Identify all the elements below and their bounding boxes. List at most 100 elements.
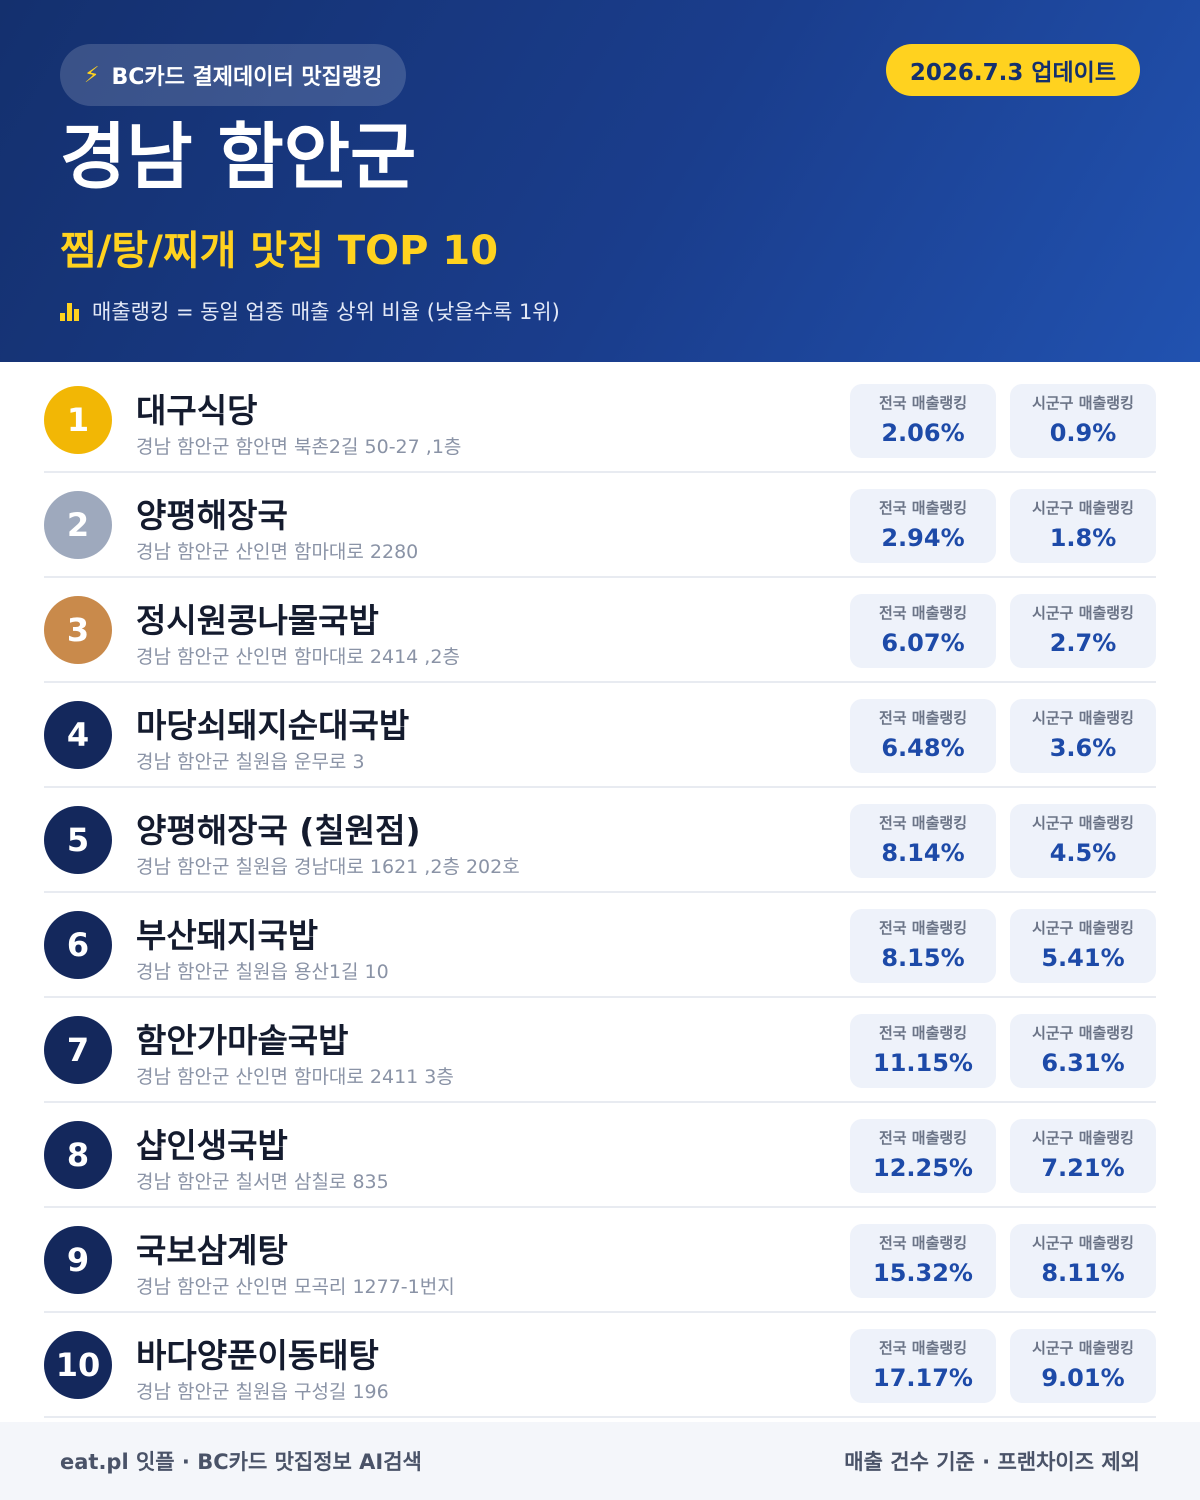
footer-criteria: 매출 건수 기준 · 프랜차이즈 제외 bbox=[844, 1450, 1140, 1474]
national-ranking-box: 전국 매출랭킹 6.48% bbox=[850, 699, 996, 773]
local-ranking-label: 시군구 매출랭킹 bbox=[1032, 1339, 1134, 1357]
local-ranking-box: 시군구 매출랭킹 6.31% bbox=[1010, 1014, 1156, 1088]
rank-badge: 6 bbox=[44, 911, 112, 979]
national-ranking-box: 전국 매출랭킹 11.15% bbox=[850, 1014, 996, 1088]
national-ranking-box: 전국 매출랭킹 17.17% bbox=[850, 1329, 996, 1403]
list-item[interactable]: 8 샵인생국밥 경남 함안군 칠서면 삼칠로 835 전국 매출랭킹 12.25% 시군구… bbox=[44, 1103, 1156, 1208]
restaurant-list: 1 대구식당 경남 함안군 함안면 북촌2길 50-27 ,1층 전국 매출랭킹 2.0… bbox=[44, 368, 1156, 1418]
rank-badge: 9 bbox=[44, 1226, 112, 1294]
brand-label: BC카드 결제데이터 맛집랭킹 bbox=[111, 65, 383, 90]
restaurant-address: 경남 함안군 산인면 함마대로 2411 3층 bbox=[136, 1066, 454, 1088]
national-ranking-value: 8.14% bbox=[881, 839, 965, 867]
local-ranking-value: 5.41% bbox=[1041, 944, 1125, 972]
restaurant-name: 함안가마솥국밥 bbox=[136, 1021, 349, 1060]
local-ranking-value: 3.6% bbox=[1049, 734, 1117, 762]
rank-badge: 4 bbox=[44, 701, 112, 769]
list-item[interactable]: 5 양평해장국 (칠원점) 경남 함안군 칠원읍 경남대로 1621 ,2층 202… bbox=[44, 788, 1156, 893]
update-date-badge: 2026.7.3 업데이트 bbox=[885, 44, 1140, 96]
local-ranking-label: 시군구 매출랭킹 bbox=[1032, 709, 1134, 727]
list-item[interactable]: 4 마당쇠돼지순대국밥 경남 함안군 칠원읍 운무로 3 전국 매출랭킹 6.48% 시군… bbox=[44, 683, 1156, 788]
national-ranking-label: 전국 매출랭킹 bbox=[878, 1129, 968, 1147]
restaurant-address: 경남 함안군 산인면 함마대로 2280 bbox=[136, 541, 419, 563]
restaurant-name: 부산돼지국밥 bbox=[136, 916, 319, 955]
rank-badge: 2 bbox=[44, 491, 112, 559]
rank-badge: 10 bbox=[44, 1331, 112, 1399]
rank-badge: 3 bbox=[44, 596, 112, 664]
local-ranking-label: 시군구 매출랭킹 bbox=[1032, 604, 1134, 622]
restaurant-name: 양평해장국 bbox=[136, 496, 288, 535]
national-ranking-box: 전국 매출랭킹 2.94% bbox=[850, 489, 996, 563]
footer: eat.pl 잇플 · BC카드 맛집정보 AI검색 매출 건수 기준 · 프랜… bbox=[0, 1422, 1200, 1500]
local-ranking-value: 7.21% bbox=[1041, 1154, 1125, 1182]
local-ranking-label: 시군구 매출랭킹 bbox=[1032, 919, 1134, 937]
brand-badge: ⚡ BC카드 결제데이터 맛집랭킹 bbox=[60, 44, 407, 106]
national-ranking-box: 전국 매출랭킹 8.15% bbox=[850, 909, 996, 983]
local-ranking-label: 시군구 매출랭킹 bbox=[1032, 814, 1134, 832]
national-ranking-value: 17.17% bbox=[873, 1364, 973, 1392]
restaurant-name: 바다양푼이동태탕 bbox=[136, 1336, 379, 1375]
restaurant-name: 정시원콩나물국밥 bbox=[136, 601, 379, 640]
restaurant-address: 경남 함안군 칠원읍 구성길 196 bbox=[136, 1381, 389, 1403]
restaurant-address: 경남 함안군 산인면 함마대로 2414 ,2층 bbox=[136, 646, 460, 668]
national-ranking-box: 전국 매출랭킹 2.06% bbox=[850, 384, 996, 458]
local-ranking-box: 시군구 매출랭킹 7.21% bbox=[1010, 1119, 1156, 1193]
local-ranking-value: 6.31% bbox=[1041, 1049, 1125, 1077]
restaurant-address: 경남 함안군 산인면 모곡리 1277-1번지 bbox=[136, 1276, 455, 1298]
national-ranking-box: 전국 매출랭킹 12.25% bbox=[850, 1119, 996, 1193]
local-ranking-box: 시군구 매출랭킹 3.6% bbox=[1010, 699, 1156, 773]
national-ranking-value: 8.15% bbox=[881, 944, 965, 972]
restaurant-address: 경남 함안군 칠서면 삼칠로 835 bbox=[136, 1171, 389, 1193]
restaurant-address: 경남 함안군 함안면 북촌2길 50-27 ,1층 bbox=[136, 436, 462, 458]
local-ranking-value: 1.8% bbox=[1049, 524, 1117, 552]
local-ranking-box: 시군구 매출랭킹 0.9% bbox=[1010, 384, 1156, 458]
national-ranking-label: 전국 매출랭킹 bbox=[878, 919, 968, 937]
local-ranking-label: 시군구 매출랭킹 bbox=[1032, 1024, 1134, 1042]
national-ranking-value: 11.15% bbox=[873, 1049, 973, 1077]
local-ranking-box: 시군구 매출랭킹 9.01% bbox=[1010, 1329, 1156, 1403]
national-ranking-label: 전국 매출랭킹 bbox=[878, 814, 968, 832]
local-ranking-box: 시군구 매출랭킹 8.11% bbox=[1010, 1224, 1156, 1298]
local-ranking-box: 시군구 매출랭킹 2.7% bbox=[1010, 594, 1156, 668]
rank-badge: 7 bbox=[44, 1016, 112, 1084]
restaurant-name: 국보삼계탕 bbox=[136, 1231, 288, 1270]
local-ranking-value: 2.7% bbox=[1049, 629, 1117, 657]
national-ranking-value: 2.06% bbox=[881, 419, 965, 447]
national-ranking-value: 6.48% bbox=[881, 734, 965, 762]
list-item[interactable]: 1 대구식당 경남 함안군 함안면 북촌2길 50-27 ,1층 전국 매출랭킹 2.0… bbox=[44, 368, 1156, 473]
restaurant-address: 경남 함안군 칠원읍 용산1길 10 bbox=[136, 961, 389, 983]
national-ranking-label: 전국 매출랭킹 bbox=[878, 1234, 968, 1252]
rank-badge: 5 bbox=[44, 806, 112, 874]
local-ranking-value: 9.01% bbox=[1041, 1364, 1125, 1392]
ranking-note-text: 매출랭킹 = 동일 업종 매출 상위 비율 (낮을수록 1위) bbox=[92, 300, 560, 324]
local-ranking-label: 시군구 매출랭킹 bbox=[1032, 1129, 1134, 1147]
rank-badge: 8 bbox=[44, 1121, 112, 1189]
national-ranking-label: 전국 매출랭킹 bbox=[878, 499, 968, 517]
local-ranking-box: 시군구 매출랭킹 1.8% bbox=[1010, 489, 1156, 563]
local-ranking-label: 시군구 매출랭킹 bbox=[1032, 394, 1134, 412]
ranking-note: 매출랭킹 = 동일 업종 매출 상위 비율 (낮을수록 1위) bbox=[60, 296, 560, 326]
restaurant-address: 경남 함안군 칠원읍 운무로 3 bbox=[136, 751, 365, 773]
restaurant-name: 대구식당 bbox=[136, 391, 258, 430]
national-ranking-label: 전국 매출랭킹 bbox=[878, 1024, 968, 1042]
national-ranking-label: 전국 매출랭킹 bbox=[878, 1339, 968, 1357]
local-ranking-value: 8.11% bbox=[1041, 1259, 1125, 1287]
national-ranking-label: 전국 매출랭킹 bbox=[878, 394, 968, 412]
footer-source: eat.pl 잇플 · BC카드 맛집정보 AI검색 bbox=[60, 1450, 422, 1474]
page-title: 경남 함안군 bbox=[60, 115, 417, 199]
local-ranking-label: 시군구 매출랭킹 bbox=[1032, 499, 1134, 517]
national-ranking-value: 6.07% bbox=[881, 629, 965, 657]
restaurant-name: 양평해장국 (칠원점) bbox=[136, 811, 421, 850]
national-ranking-label: 전국 매출랭킹 bbox=[878, 604, 968, 622]
bar-chart-icon bbox=[60, 301, 80, 321]
national-ranking-value: 15.32% bbox=[873, 1259, 973, 1287]
restaurant-address: 경남 함안군 칠원읍 경남대로 1621 ,2층 202호 bbox=[136, 856, 520, 878]
local-ranking-value: 4.5% bbox=[1049, 839, 1117, 867]
national-ranking-box: 전국 매출랭킹 8.14% bbox=[850, 804, 996, 878]
list-item[interactable]: 2 양평해장국 경남 함안군 산인면 함마대로 2280 전국 매출랭킹 2.94% 시군… bbox=[44, 473, 1156, 578]
national-ranking-value: 12.25% bbox=[873, 1154, 973, 1182]
